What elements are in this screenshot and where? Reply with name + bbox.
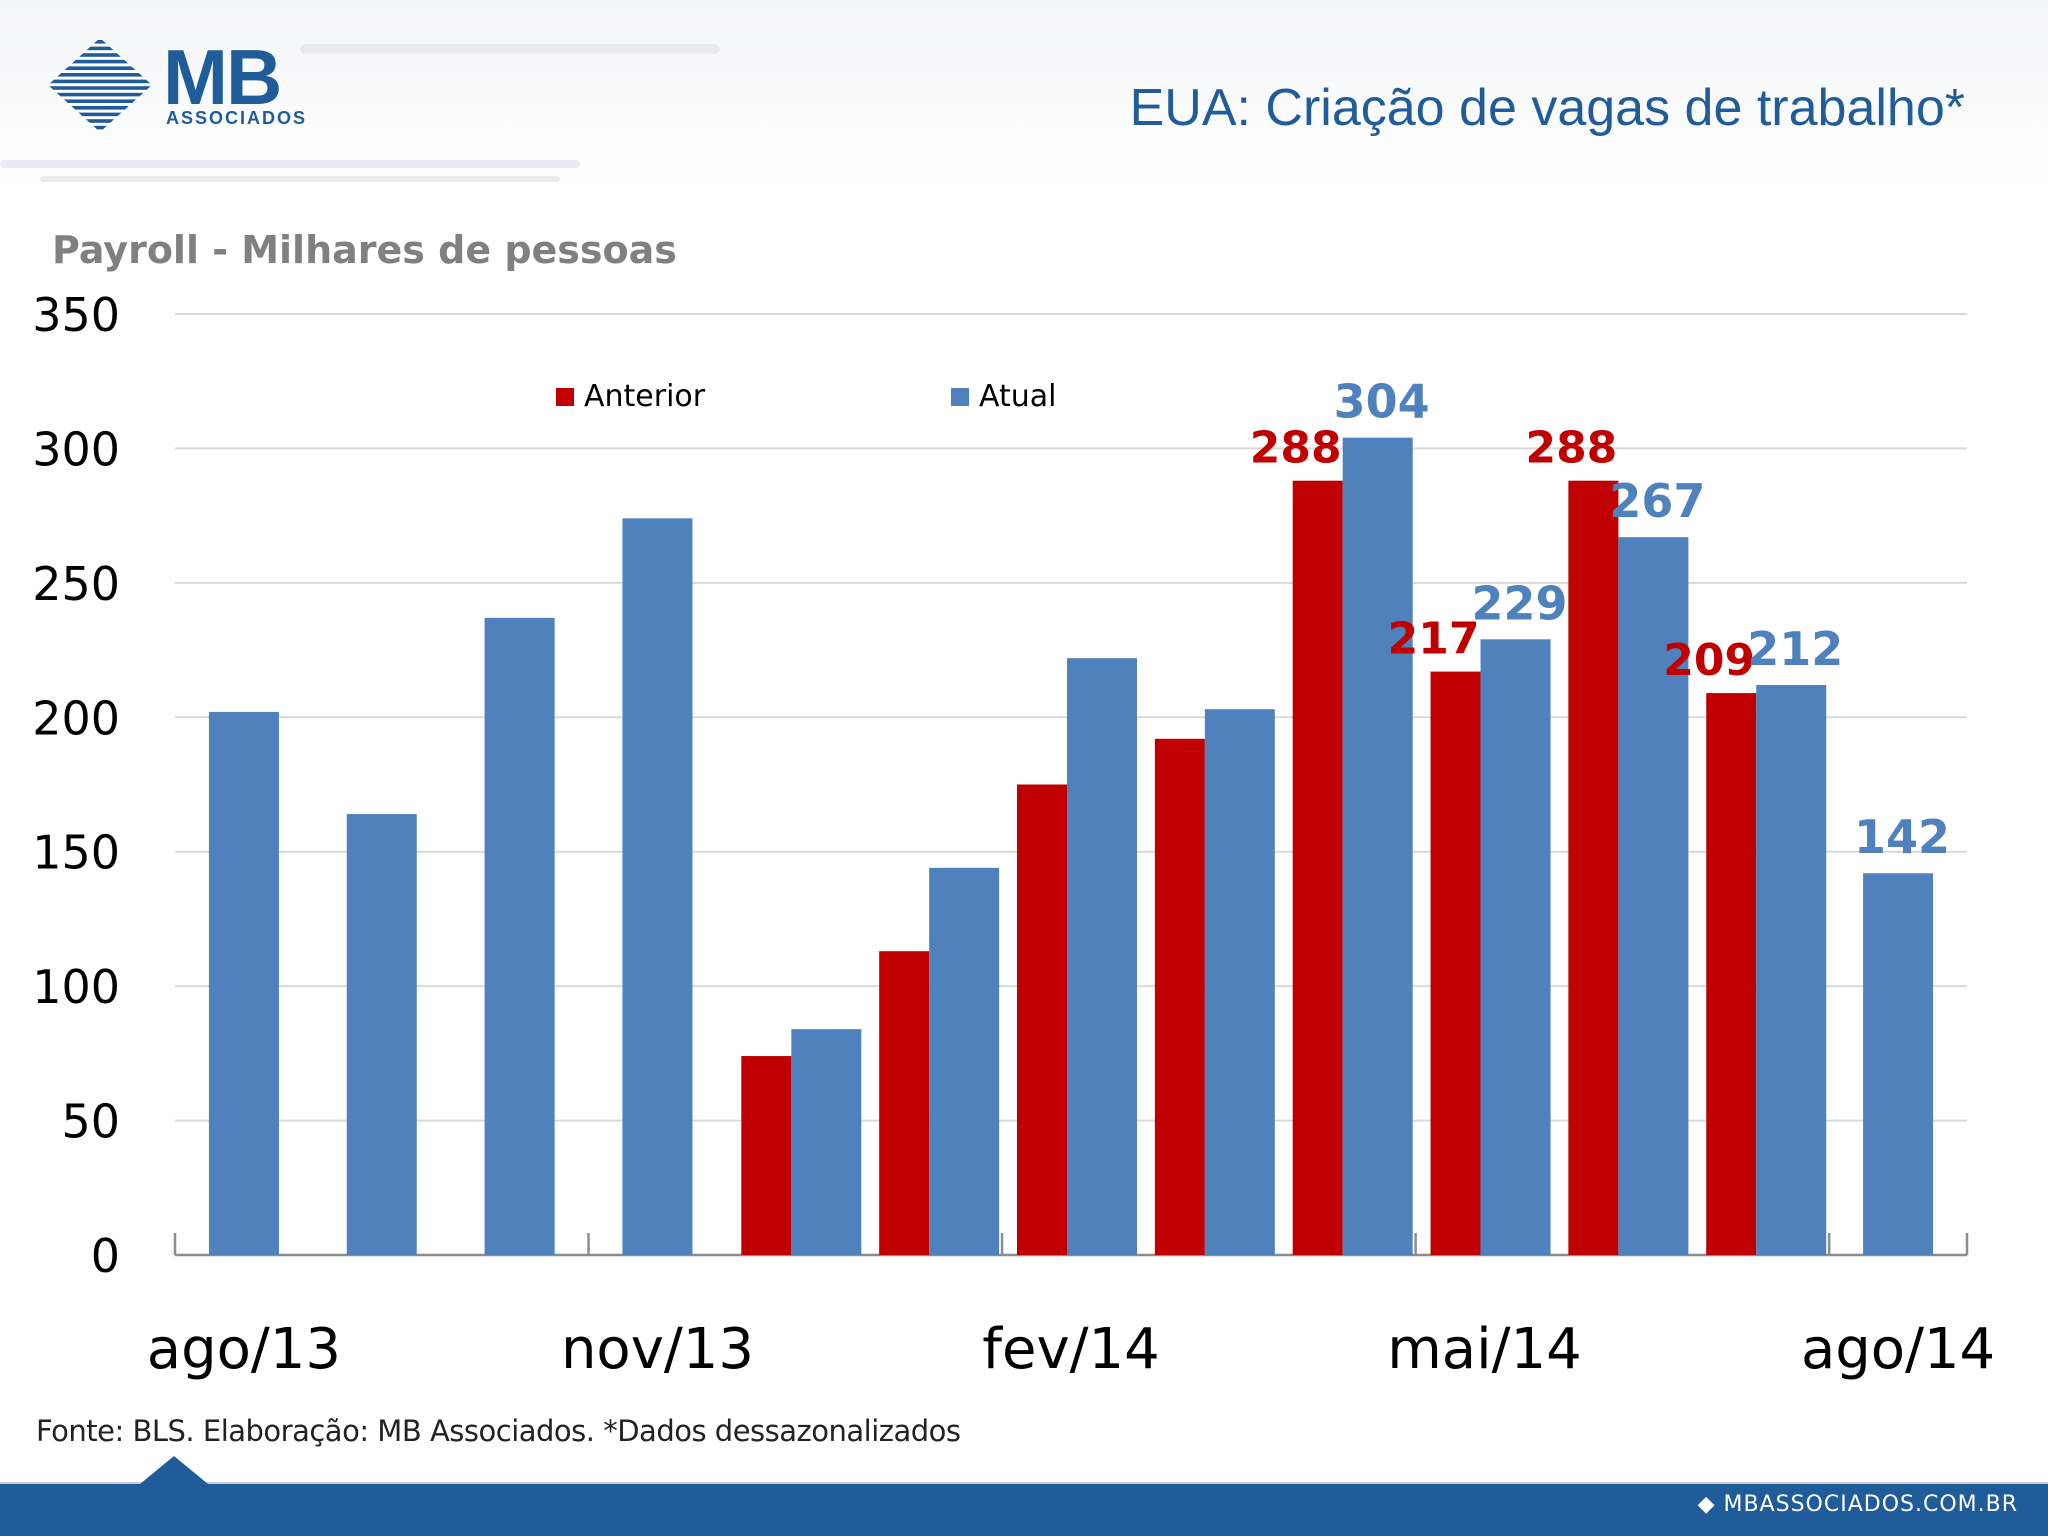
bar-atual [1756,685,1827,1255]
footer-website-text: MBASSOCIADOS.COM.BR [1723,1492,2018,1517]
bar-atual [1204,709,1275,1255]
y-tick-label: 150 [32,826,120,880]
payroll-bar-chart: 0 50 100 150 200 250 300 350 ago/13 nov/13 fev/14 m… [32,288,1995,1382]
footer-website[interactable]: ◆ MBASSOCIADOS.COM.BR [1697,1492,2018,1517]
y-tick-label: 200 [32,691,120,745]
bar-atual [1342,437,1413,1255]
bar-anterior [1017,784,1067,1255]
legend-label-anterior: Anterior [584,379,706,414]
bar-anterior [1706,693,1757,1255]
y-tick-label: 50 [61,1095,120,1149]
data-label-atual: 212 [1747,622,1843,676]
x-tick-label: fev/14 [982,1317,1159,1382]
slide-title: EUA: Criação de vagas de trabalho* [1129,79,1965,137]
legend-swatch-atual [951,388,969,406]
diamond-logo-icon [48,38,152,132]
y-tick-label: 250 [32,557,120,611]
header-swoosh [0,160,580,168]
legend-swatch-anterior [556,388,574,406]
bar-atual [1863,873,1934,1255]
x-tick-label: ago/13 [147,1317,341,1382]
data-label-anterior: 288 [1525,423,1617,474]
bar-atual [484,617,555,1255]
data-label-atual: 267 [1609,474,1705,528]
bar-atual [208,711,279,1255]
bar-anterior [1292,480,1343,1255]
footer-notch [140,1456,208,1484]
legend-label-atual: Atual [979,379,1057,414]
bar-anterior [1430,671,1481,1255]
data-label-atual: 229 [1472,576,1568,630]
header-swoosh [300,44,720,54]
data-label-anterior: 217 [1388,614,1480,665]
data-label-atual: 142 [1854,810,1950,864]
bar-anterior [1154,738,1205,1255]
header-band [0,0,2048,190]
x-tick-label: mai/14 [1387,1317,1582,1382]
logo-subtext: ASSOCIADOS [166,108,308,128]
y-tick-label: 0 [91,1229,120,1283]
data-label-anterior: 288 [1250,423,1342,474]
data-label-atual: 304 [1334,375,1430,429]
y-tick-label: 350 [32,288,120,342]
bar-atual [791,1029,862,1255]
bar-atual [1618,537,1689,1255]
logo-wordmark: MB [163,33,282,121]
bar-anterior [741,1056,792,1255]
y-tick-label: 100 [32,960,120,1014]
x-tick-label: ago/14 [1801,1317,1995,1382]
bar-atual [1480,639,1551,1255]
chart-subtitle: Payroll - Milhares de pessoas [52,228,677,272]
bar-anterior [1568,480,1619,1255]
footer-bar [0,1484,2048,1536]
bar-anterior [879,951,930,1255]
bar-atual [622,518,693,1255]
bar-atual [346,814,417,1255]
bar-atual [1067,658,1137,1255]
source-note: Fonte: BLS. Elaboração: MB Associados. *… [36,1414,961,1448]
y-tick-label: 300 [32,422,120,476]
data-label-anterior: 209 [1663,635,1755,686]
mb-associados-logo: MB ASSOCIADOS [48,33,348,138]
bar-atual [929,867,1000,1255]
x-tick-label: nov/13 [561,1317,754,1382]
header-swoosh [40,176,560,182]
